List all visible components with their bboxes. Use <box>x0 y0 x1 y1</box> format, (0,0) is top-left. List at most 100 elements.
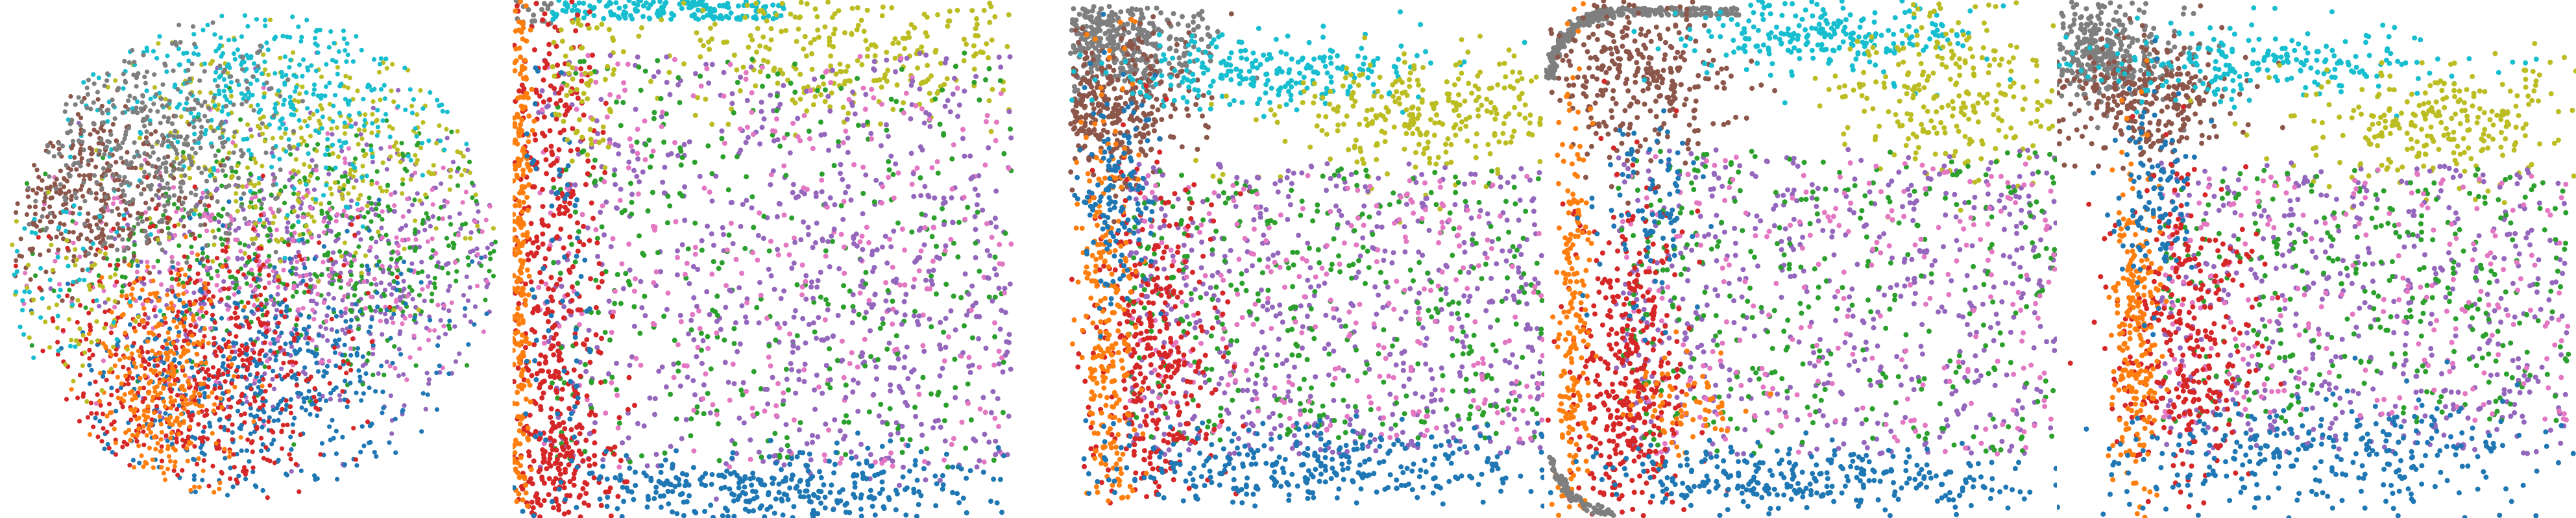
point-olive <box>809 51 815 56</box>
point-cyan <box>284 149 289 154</box>
point-green <box>369 201 374 206</box>
point-red <box>211 294 216 299</box>
point-cyan <box>212 78 217 83</box>
point-gray <box>64 102 69 107</box>
point-olive <box>300 84 305 90</box>
point-olive <box>809 66 815 72</box>
point-blue <box>356 368 361 373</box>
point-green <box>369 143 374 148</box>
point-gray <box>121 248 127 253</box>
point-purple <box>356 230 361 236</box>
point-olive <box>845 110 851 116</box>
point-brown <box>115 221 120 227</box>
point-pink <box>456 232 461 238</box>
point-gray <box>165 201 171 206</box>
point-gray <box>156 156 161 162</box>
point-olive <box>796 26 801 32</box>
point-gray <box>160 186 165 191</box>
point-brown <box>98 240 103 245</box>
point-orange <box>185 458 190 463</box>
point-olive <box>178 114 184 119</box>
point-olive <box>793 66 799 72</box>
point-cyan <box>287 34 293 40</box>
point-olive <box>700 7 706 13</box>
point-brown <box>45 214 50 219</box>
point-orange <box>171 319 176 324</box>
point-orange <box>145 299 150 304</box>
point-blue <box>304 330 310 336</box>
point-orange <box>164 341 169 347</box>
point-cyan <box>258 107 263 112</box>
point-gray <box>193 151 198 156</box>
point-pink <box>372 277 377 282</box>
point-green <box>119 289 125 294</box>
point-pink <box>427 328 432 333</box>
point-purple <box>474 246 480 251</box>
point-cyan <box>646 15 652 21</box>
point-red <box>55 339 60 345</box>
point-purple <box>845 149 851 155</box>
point-red <box>274 374 280 379</box>
point-pink <box>321 300 326 305</box>
point-purple <box>606 371 611 376</box>
point-red <box>175 406 180 412</box>
point-olive <box>924 14 930 20</box>
point-gray <box>103 204 108 210</box>
point-blue <box>271 337 276 342</box>
point-brown <box>121 227 126 232</box>
point-gray <box>228 74 234 79</box>
point-green <box>216 212 221 217</box>
point-purple <box>262 371 267 376</box>
point-olive <box>31 297 36 302</box>
point-purple <box>435 260 441 265</box>
point-gray <box>145 114 150 119</box>
point-cyan <box>359 175 365 180</box>
point-gray <box>239 154 245 159</box>
point-red <box>75 319 80 325</box>
point-orange <box>136 349 141 354</box>
point-cyan <box>337 138 342 143</box>
point-gray <box>225 212 230 217</box>
point-cyan <box>306 151 311 156</box>
point-orange <box>138 376 143 381</box>
point-olive <box>136 314 141 319</box>
point-brown <box>93 215 99 220</box>
point-brown <box>123 104 128 109</box>
point-red <box>254 425 260 430</box>
point-pink <box>343 213 349 219</box>
point-purple <box>707 312 712 317</box>
point-pink <box>101 358 106 364</box>
point-gray <box>239 54 245 59</box>
point-orange <box>150 457 155 462</box>
point-purple <box>943 243 949 249</box>
point-red <box>188 302 193 308</box>
point-olive <box>837 69 843 75</box>
point-red <box>312 386 317 391</box>
point-purple <box>637 179 642 185</box>
point-purple <box>389 292 395 297</box>
point-red <box>260 348 265 353</box>
point-gray <box>162 203 167 208</box>
point-olive <box>304 223 309 228</box>
point-purple <box>603 199 609 205</box>
point-olive <box>768 26 774 32</box>
point-red <box>304 282 309 288</box>
point-purple <box>677 312 683 318</box>
point-purple <box>302 371 308 376</box>
point-blue <box>202 391 207 396</box>
point-red <box>288 404 293 410</box>
point-blue <box>220 364 225 369</box>
point-blue <box>219 315 225 321</box>
point-orange <box>155 441 160 446</box>
point-purple <box>274 308 280 313</box>
point-olive <box>895 40 901 46</box>
point-red <box>137 322 142 327</box>
point-orange <box>238 435 243 440</box>
point-olive <box>659 17 664 23</box>
point-olive <box>864 53 870 59</box>
point-orange <box>197 404 202 409</box>
point-red <box>281 360 286 365</box>
point-red <box>273 330 278 335</box>
point-purple <box>349 198 354 203</box>
point-cyan <box>378 87 384 92</box>
